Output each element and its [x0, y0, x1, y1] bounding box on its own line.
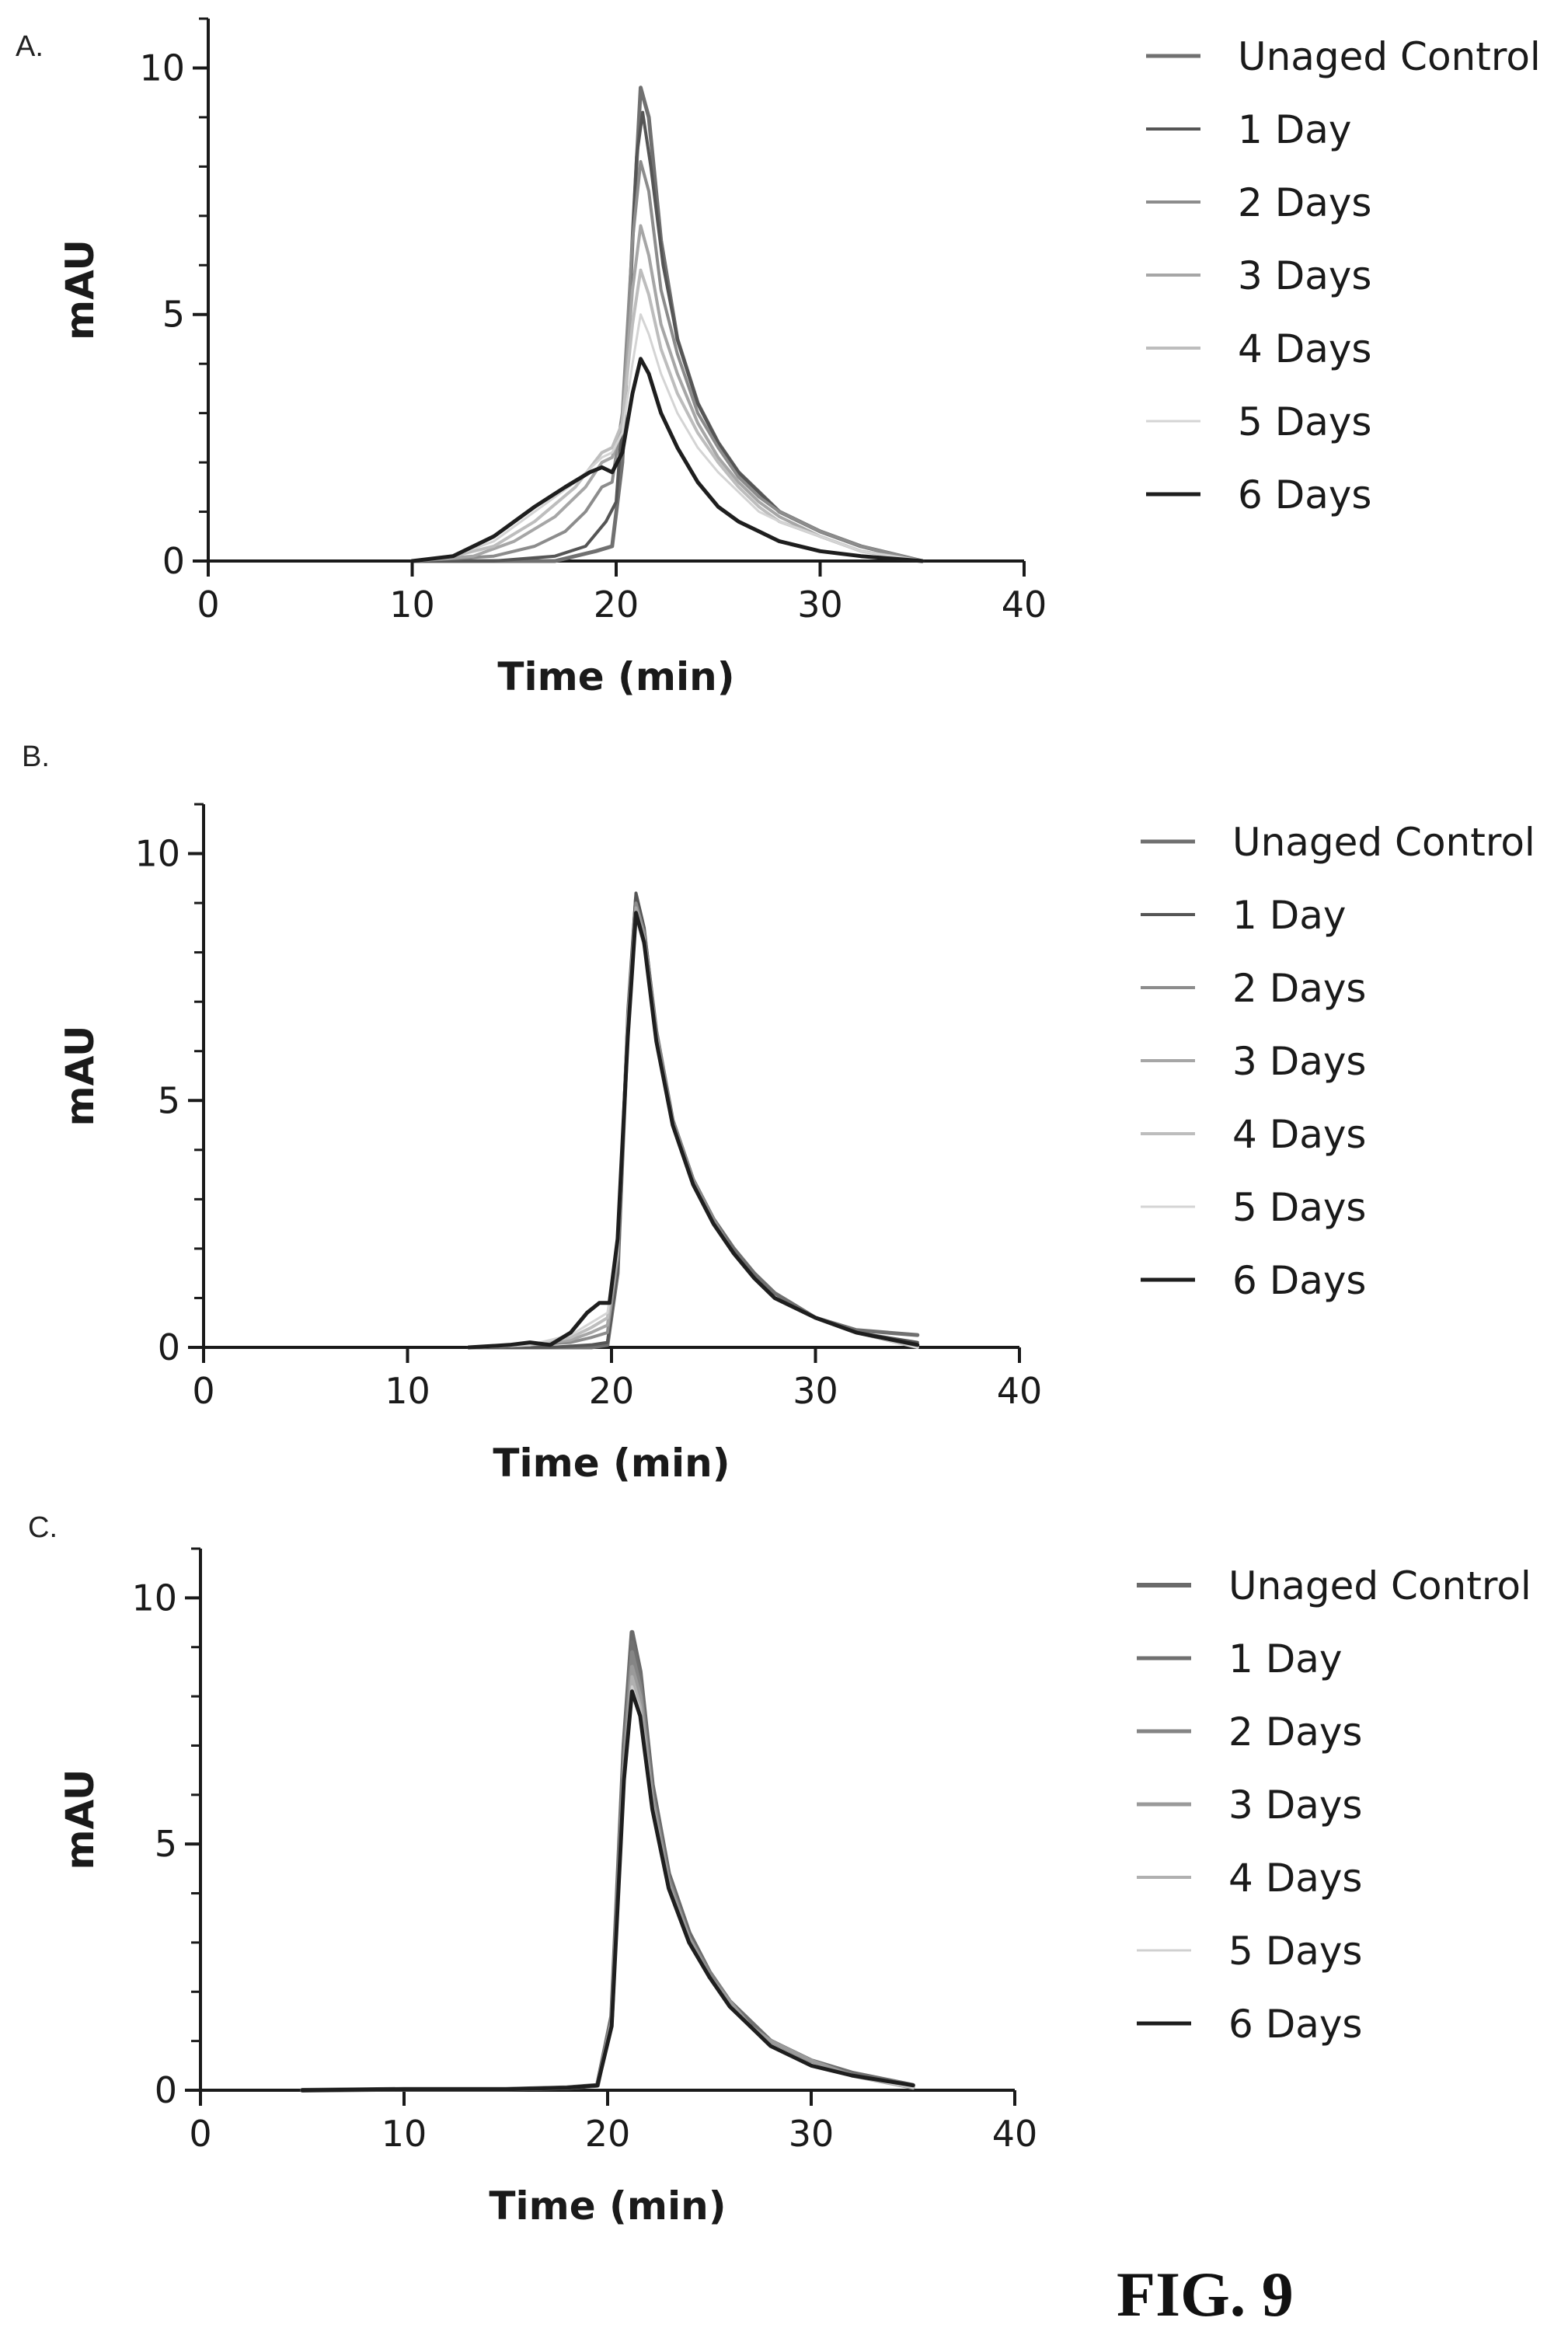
- x-tick-label: 40: [997, 1370, 1043, 1412]
- series-line-6-days: [410, 357, 925, 563]
- x-tick-label: 30: [789, 2113, 835, 2155]
- y-tick-label: 10: [131, 1577, 177, 1619]
- legend-label: 1 Day: [1232, 893, 1346, 938]
- chart-panel-b: B. 0 5 10 0 10 20 30 40 Time (min) mAU Unaged Contr…: [22, 741, 1535, 1486]
- legend-label: Unaged Control: [1228, 1563, 1531, 1608]
- legend-label: 5 Days: [1232, 1185, 1367, 1230]
- series-line-unaged-control: [466, 896, 920, 1350]
- series-line-1-day: [410, 110, 924, 563]
- series-line-5-days: [411, 313, 924, 563]
- series-line-1-day: [300, 1640, 915, 2093]
- y-tick-label: 0: [162, 540, 185, 582]
- x-tick-label: 10: [382, 2113, 427, 2155]
- x-tick-label: 20: [585, 2113, 631, 2155]
- y-tick-label: 0: [158, 1326, 180, 1368]
- chart-panel-c: C. 0 5 10 0 10 20 30 40 Time (min) mAU Unaged Contr…: [28, 1511, 1531, 2229]
- y-tick-label: 10: [139, 47, 185, 89]
- series-line-6-days: [300, 1689, 915, 2093]
- legend-label: 3 Days: [1228, 1783, 1363, 1828]
- legend-label: 6 Days: [1232, 1258, 1367, 1303]
- legend-label: 2 Days: [1228, 1709, 1363, 1755]
- legend-label: 2 Days: [1238, 180, 1372, 225]
- x-tick-label: 10: [389, 584, 435, 626]
- y-tick-label: 0: [155, 2069, 177, 2111]
- panel-label: B.: [22, 741, 50, 773]
- series-line-1-day: [467, 891, 919, 1349]
- legend-label: 5 Days: [1238, 399, 1372, 444]
- x-tick-label: 10: [385, 1370, 430, 1412]
- series-line-unaged-control: [410, 85, 925, 563]
- series-line-3-days: [410, 224, 924, 563]
- x-tick-label: 30: [797, 584, 843, 626]
- x-tick-label: 0: [189, 2113, 211, 2155]
- legend-label: 1 Day: [1228, 1636, 1342, 1682]
- legend-label: 3 Days: [1238, 253, 1372, 298]
- series-line-2-days: [410, 160, 924, 563]
- y-axis-title: mAU: [57, 1026, 103, 1127]
- legend-label: 4 Days: [1232, 1112, 1367, 1157]
- x-tick-label: 30: [793, 1370, 838, 1412]
- legend-label: 4 Days: [1228, 1856, 1363, 1901]
- figure-label: FIG. 9: [1117, 2259, 1294, 2330]
- panel-label: C.: [28, 1511, 57, 1544]
- x-tick-label: 40: [1002, 584, 1047, 626]
- x-tick-label: 20: [589, 1370, 635, 1412]
- legend-label: 2 Days: [1232, 966, 1367, 1011]
- legend-label: 4 Days: [1238, 326, 1372, 371]
- legend-label: 1 Day: [1238, 107, 1351, 152]
- series-line-4-days: [410, 268, 924, 563]
- y-axis-title: mAU: [57, 1769, 103, 1870]
- x-tick-label: 40: [992, 2113, 1038, 2155]
- series-line-3-days: [467, 906, 919, 1349]
- legend-label: 5 Days: [1228, 1929, 1363, 1974]
- legend-label: 3 Days: [1232, 1039, 1367, 1084]
- y-axis-title: mAU: [57, 239, 103, 340]
- legend-label: Unaged Control: [1232, 820, 1535, 865]
- legend-label: 6 Days: [1228, 2002, 1363, 2047]
- x-tick-label: 20: [594, 584, 639, 626]
- series-line-5-days: [467, 916, 919, 1349]
- panel-label: A.: [16, 30, 44, 63]
- x-axis-title: Time (min): [497, 654, 734, 699]
- y-tick-label: 5: [158, 1079, 180, 1121]
- x-axis-title: Time (min): [493, 1441, 730, 1486]
- y-tick-label: 5: [155, 1823, 177, 1865]
- x-tick-label: 0: [192, 1370, 214, 1412]
- chart-panel-a: A. 0 5 10 0 10 20 30 40 Time (min) mAU Unaged Contr…: [16, 17, 1541, 699]
- legend-label: 6 Days: [1238, 472, 1372, 518]
- series-line-2-days: [467, 901, 919, 1349]
- x-axis-title: Time (min): [489, 2183, 726, 2229]
- series-line-unaged-control: [300, 1629, 915, 2093]
- x-tick-label: 0: [197, 584, 219, 626]
- legend-label: Unaged Control: [1238, 34, 1541, 79]
- y-tick-label: 10: [134, 833, 180, 875]
- y-tick-label: 5: [162, 294, 185, 336]
- series-line-6-days: [466, 911, 920, 1350]
- series-line-4-days: [467, 911, 919, 1349]
